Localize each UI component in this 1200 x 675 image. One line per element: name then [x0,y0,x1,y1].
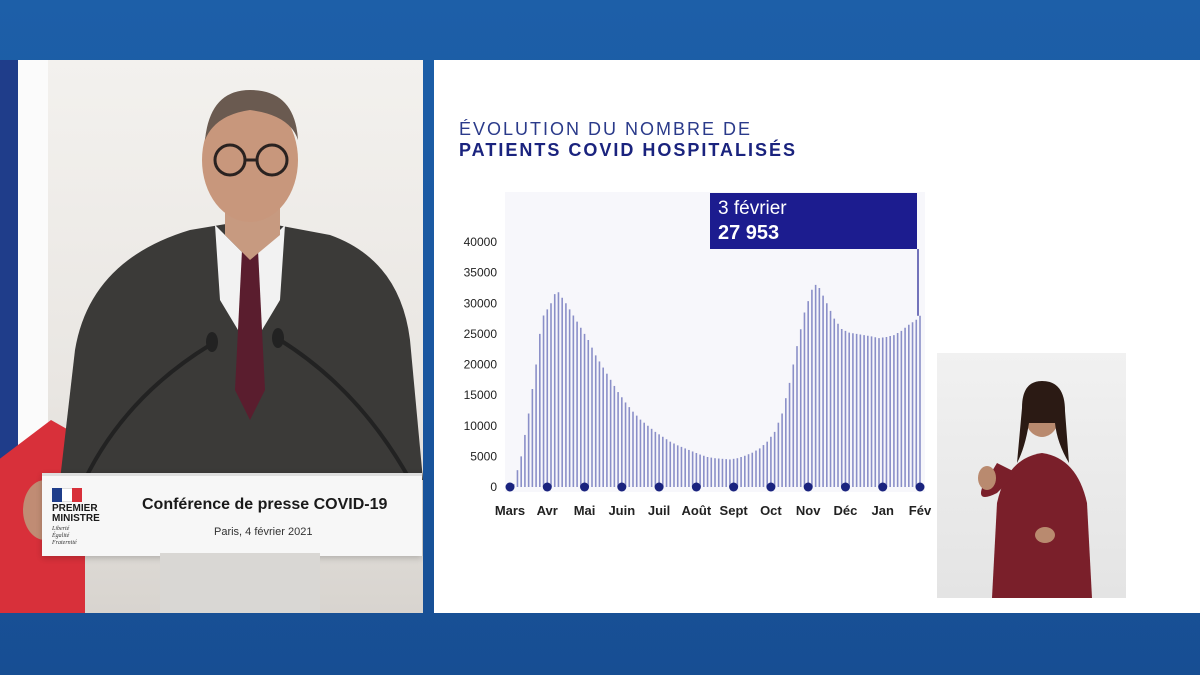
month-marker [878,482,888,492]
month-marker [505,482,515,492]
x-tick-label: Oct [760,503,782,518]
x-tick-label: Mars [495,503,525,518]
month-marker [766,482,776,492]
x-tick-label: Sept [720,503,749,518]
x-tick-label: Nov [796,503,821,518]
highlight-value: 27 953 [718,222,780,244]
month-marker [654,482,664,492]
month-marker [542,482,552,492]
motto-line-2: Égalité [52,533,70,539]
month-marker [840,482,850,492]
highlight-callout: 3 février 27 953 [710,193,917,249]
hospitalisation-chart: 0 5000 10000 15000 20000 25000 30000 35000 40000… [464,192,932,518]
month-marker [617,482,627,492]
press-conference-date: Paris, 4 février 2021 [214,526,313,538]
y-tick-label: 15000 [464,388,498,402]
y-tick-label: 0 [490,480,497,494]
motto-line-1: Liberté [52,526,70,532]
x-tick-label: Juil [648,503,670,518]
logo-line-1: PREMIER [52,503,98,514]
y-tick-label: 25000 [464,327,498,341]
y-tick-label: 40000 [464,235,498,249]
y-tick-label: 20000 [464,358,498,372]
chart-title-line-2: PATIENTS COVID HOSPITALISÉS [459,140,798,160]
marianne-flag-icon [52,488,82,502]
month-marker [580,482,590,492]
sign-language-interpreter-inset [937,353,1126,598]
interpreter-figure [978,381,1092,598]
x-tick-label: Août [682,503,712,518]
y-tick-label: 5000 [470,449,497,463]
motto-line-3: Fraternité [52,540,77,546]
premier-ministre-logo: PREMIER MINISTRE Liberté Égalité Fratern… [52,488,122,548]
x-tick-label: Avr [537,503,558,518]
speaker-video-panel: PREMIER MINISTRE Liberté Égalité Fratern… [0,60,423,613]
podium-base [160,553,320,613]
speaker-figure [23,90,423,540]
y-tick-label: 35000 [464,266,498,280]
highlight-date: 3 février [718,198,787,219]
month-marker [729,482,739,492]
x-tick-label: Juin [608,503,635,518]
logo-line-2: MINISTRE [52,513,100,524]
x-tick-label: Jan [872,503,894,518]
month-marker [691,482,701,492]
y-tick-label: 30000 [464,296,498,310]
x-tick-label: Mai [574,503,596,518]
chart-title-line-1: ÉVOLUTION DU NOMBRE DE [459,119,753,139]
podium: PREMIER MINISTRE Liberté Égalité Fratern… [42,473,422,556]
press-conference-title: Conférence de presse COVID-19 [142,496,388,513]
x-tick-label: Fév [909,503,932,518]
month-marker [803,482,813,492]
x-tick-label: Déc [834,503,858,518]
y-tick-label: 10000 [464,419,498,433]
month-marker [915,482,925,492]
